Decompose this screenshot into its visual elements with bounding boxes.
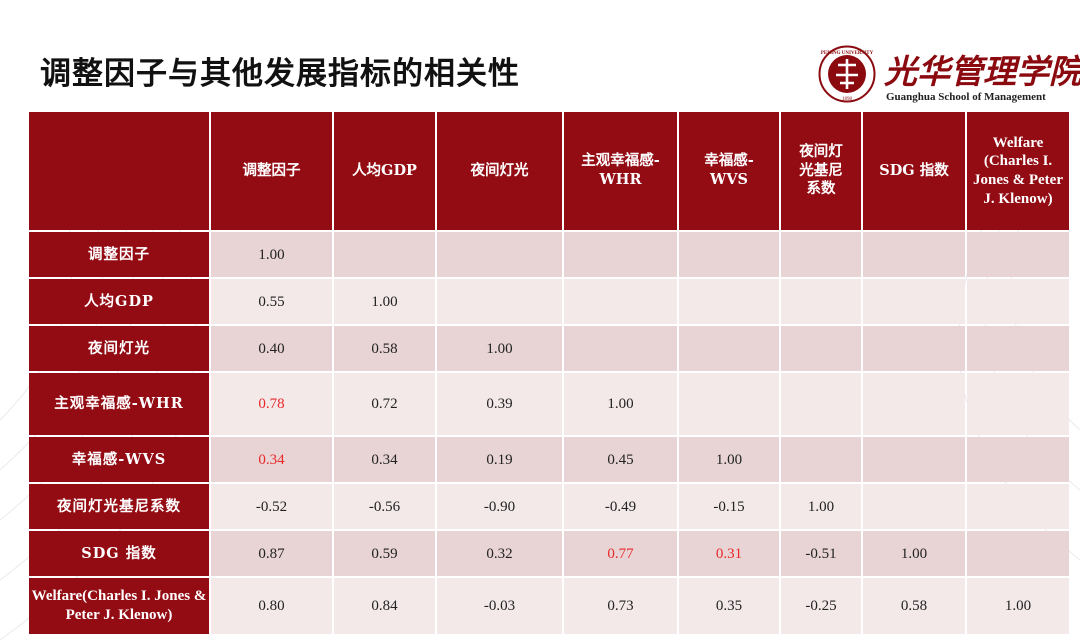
column-header: 调整因子 xyxy=(211,112,332,230)
table-cell xyxy=(679,373,779,435)
column-header: 夜间灯光基尼系数 xyxy=(781,112,861,230)
row-header: 幸福感-WVS xyxy=(29,437,209,482)
row-header: 夜间灯光 xyxy=(29,326,209,371)
table-cell: -0.25 xyxy=(781,578,861,634)
table-cell: 1.00 xyxy=(564,373,677,435)
table-cell xyxy=(437,279,562,324)
table-cell: 0.45 xyxy=(564,437,677,482)
table-cell xyxy=(863,437,965,482)
table-cell xyxy=(967,326,1069,371)
peking-university-seal-icon: PEKING UNIVERSITY 1898 xyxy=(818,45,876,103)
column-header: 幸福感-WVS xyxy=(679,112,779,230)
table-cell xyxy=(781,437,861,482)
table-cell: -0.15 xyxy=(679,484,779,529)
table-cell xyxy=(781,326,861,371)
table-cell xyxy=(967,373,1069,435)
table-cell xyxy=(967,437,1069,482)
table-cell: 0.35 xyxy=(679,578,779,634)
table-cell: -0.51 xyxy=(781,531,861,576)
table-cell: 0.87 xyxy=(211,531,332,576)
table-cell xyxy=(863,326,965,371)
table-cell xyxy=(863,232,965,277)
table-cell xyxy=(334,232,435,277)
table-cell: 1.00 xyxy=(437,326,562,371)
table-cell: 0.59 xyxy=(334,531,435,576)
logo-english-name: Guanghua School of Management xyxy=(886,91,1046,103)
table-cell-highlighted: 0.34 xyxy=(211,437,332,482)
table-cell-highlighted: 0.31 xyxy=(679,531,779,576)
table-cell: 0.72 xyxy=(334,373,435,435)
table-cell: 0.34 xyxy=(334,437,435,482)
table-cell: -0.49 xyxy=(564,484,677,529)
table-cell xyxy=(967,279,1069,324)
table-cell xyxy=(781,232,861,277)
table-cell xyxy=(967,484,1069,529)
table-cell: 0.84 xyxy=(334,578,435,634)
table-corner xyxy=(29,112,209,230)
guanghua-logo: PEKING UNIVERSITY 1898 光华管理学院 Guanghua S… xyxy=(818,43,1080,105)
column-header: 夜间灯光 xyxy=(437,112,562,230)
table-cell: 1.00 xyxy=(781,484,861,529)
table-cell: 1.00 xyxy=(211,232,332,277)
table-cell xyxy=(679,232,779,277)
table-cell xyxy=(679,279,779,324)
table-cell: 0.55 xyxy=(211,279,332,324)
table-cell xyxy=(564,326,677,371)
table-cell-highlighted: 0.77 xyxy=(564,531,677,576)
seal-text: PEKING UNIVERSITY xyxy=(821,51,874,56)
table-cell: 0.39 xyxy=(437,373,562,435)
table-cell: 1.00 xyxy=(863,531,965,576)
table-cell xyxy=(564,232,677,277)
correlation-table: 调整因子 人均GDP 夜间灯光 主观幸福感-WHR 幸福感-WVS 夜间灯光基尼… xyxy=(29,112,1069,634)
table-cell: 0.40 xyxy=(211,326,332,371)
row-header: SDG 指数 xyxy=(29,531,209,576)
table-cell: 1.00 xyxy=(967,578,1069,634)
column-header: SDG 指数 xyxy=(863,112,965,230)
row-header-welfare: Welfare(Charles I. Jones & Peter J. Klen… xyxy=(29,578,209,634)
table-cell xyxy=(781,279,861,324)
table-cell xyxy=(863,279,965,324)
column-header: 主观幸福感-WHR xyxy=(564,112,677,230)
table-cell: 0.32 xyxy=(437,531,562,576)
table-cell: -0.52 xyxy=(211,484,332,529)
page-title: 调整因子与其他发展指标的相关性 xyxy=(40,56,520,92)
table-cell xyxy=(437,232,562,277)
table-cell: 1.00 xyxy=(334,279,435,324)
table-cell xyxy=(967,531,1069,576)
row-header: 调整因子 xyxy=(29,232,209,277)
table-cell: -0.90 xyxy=(437,484,562,529)
column-header-welfare: Welfare (Charles I. Jones & Peter J. Kle… xyxy=(967,112,1069,230)
row-header: 主观幸福感-WHR xyxy=(29,373,209,435)
table-cell: 0.80 xyxy=(211,578,332,634)
table-cell: 0.58 xyxy=(863,578,965,634)
table-cell xyxy=(967,232,1069,277)
column-header: 人均GDP xyxy=(334,112,435,230)
table-cell: -0.56 xyxy=(334,484,435,529)
table-cell xyxy=(564,279,677,324)
table-cell xyxy=(781,373,861,435)
row-header: 夜间灯光基尼系数 xyxy=(29,484,209,529)
table-cell xyxy=(679,326,779,371)
table-cell: 0.73 xyxy=(564,578,677,634)
table-cell: 0.19 xyxy=(437,437,562,482)
table-cell: 0.58 xyxy=(334,326,435,371)
table-cell xyxy=(863,373,965,435)
row-header: 人均GDP xyxy=(29,279,209,324)
logo-chinese-name: 光华管理学院 xyxy=(884,52,1080,91)
table-cell-highlighted: 0.78 xyxy=(211,373,332,435)
seal-year: 1898 xyxy=(842,97,853,102)
table-cell xyxy=(863,484,965,529)
table-cell: -0.03 xyxy=(437,578,562,634)
table-cell: 1.00 xyxy=(679,437,779,482)
